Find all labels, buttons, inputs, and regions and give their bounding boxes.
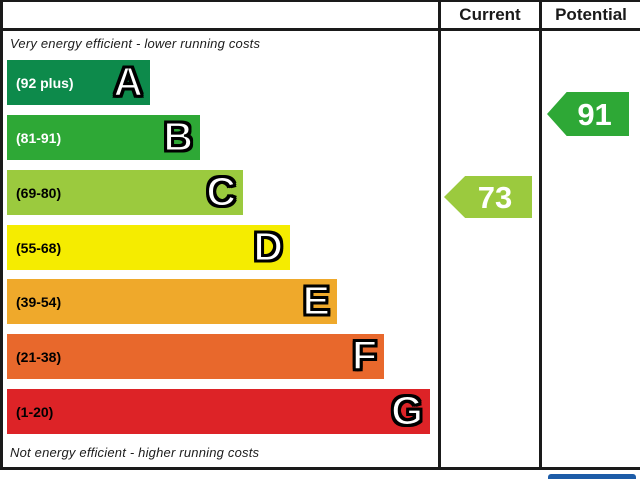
header-divider-line [0, 28, 640, 31]
band-row-d: (55-68) D [7, 225, 290, 270]
band-bar-f: (21-38) F [7, 334, 384, 379]
band-row-g: (1-20) G [7, 389, 430, 434]
band-bar-b: (81-91) B [7, 115, 200, 160]
band-letter-b: B [162, 113, 194, 160]
potential-column-header: Potential [555, 5, 627, 24]
top-border [0, 0, 640, 2]
bottom-caption: Not energy efficient - higher running co… [10, 445, 260, 460]
band-letter-a: A [112, 58, 144, 105]
current-rating-arrow: 73 [444, 176, 532, 218]
band-bar-a: (92 plus) A [7, 60, 150, 105]
band-row-b: (81-91) B [7, 115, 200, 160]
band-range-e: (39-54) [16, 293, 62, 310]
band-row-a: (92 plus) A [7, 60, 150, 105]
band-letter-e: E [302, 277, 331, 324]
band-letter-g: G [390, 387, 424, 434]
potential-rating-arrow: 91 [547, 92, 629, 136]
band-range-b: (81-91) [16, 129, 62, 146]
band-letter-c: C [205, 168, 237, 215]
band-range-d: (55-68) [16, 239, 62, 256]
potential-column-divider [539, 0, 542, 470]
band-row-c: (69-80) C [7, 170, 243, 215]
band-bar-e: (39-54) E [7, 279, 337, 324]
band-range-c: (69-80) [16, 184, 62, 201]
band-row-f: (21-38) F [7, 334, 384, 379]
current-column-header: Current [459, 5, 521, 24]
band-bar-d: (55-68) D [7, 225, 290, 270]
bottom-border [0, 467, 640, 470]
bottom-blue-tab [548, 474, 636, 479]
band-range-a: (92 plus) [16, 74, 74, 91]
band-row-e: (39-54) E [7, 279, 337, 324]
potential-rating-value: 91 [577, 96, 612, 132]
band-letter-d: D [252, 223, 284, 270]
band-bar-c: (69-80) C [7, 170, 243, 215]
current-column-divider [438, 0, 441, 470]
band-range-g: (1-20) [16, 403, 54, 420]
band-bar-g: (1-20) G [7, 389, 430, 434]
top-caption: Very energy efficient - lower running co… [10, 36, 261, 51]
current-rating-value: 73 [477, 179, 513, 215]
left-border [0, 0, 3, 470]
band-letter-f: F [351, 332, 378, 379]
band-range-f: (21-38) [16, 348, 62, 365]
